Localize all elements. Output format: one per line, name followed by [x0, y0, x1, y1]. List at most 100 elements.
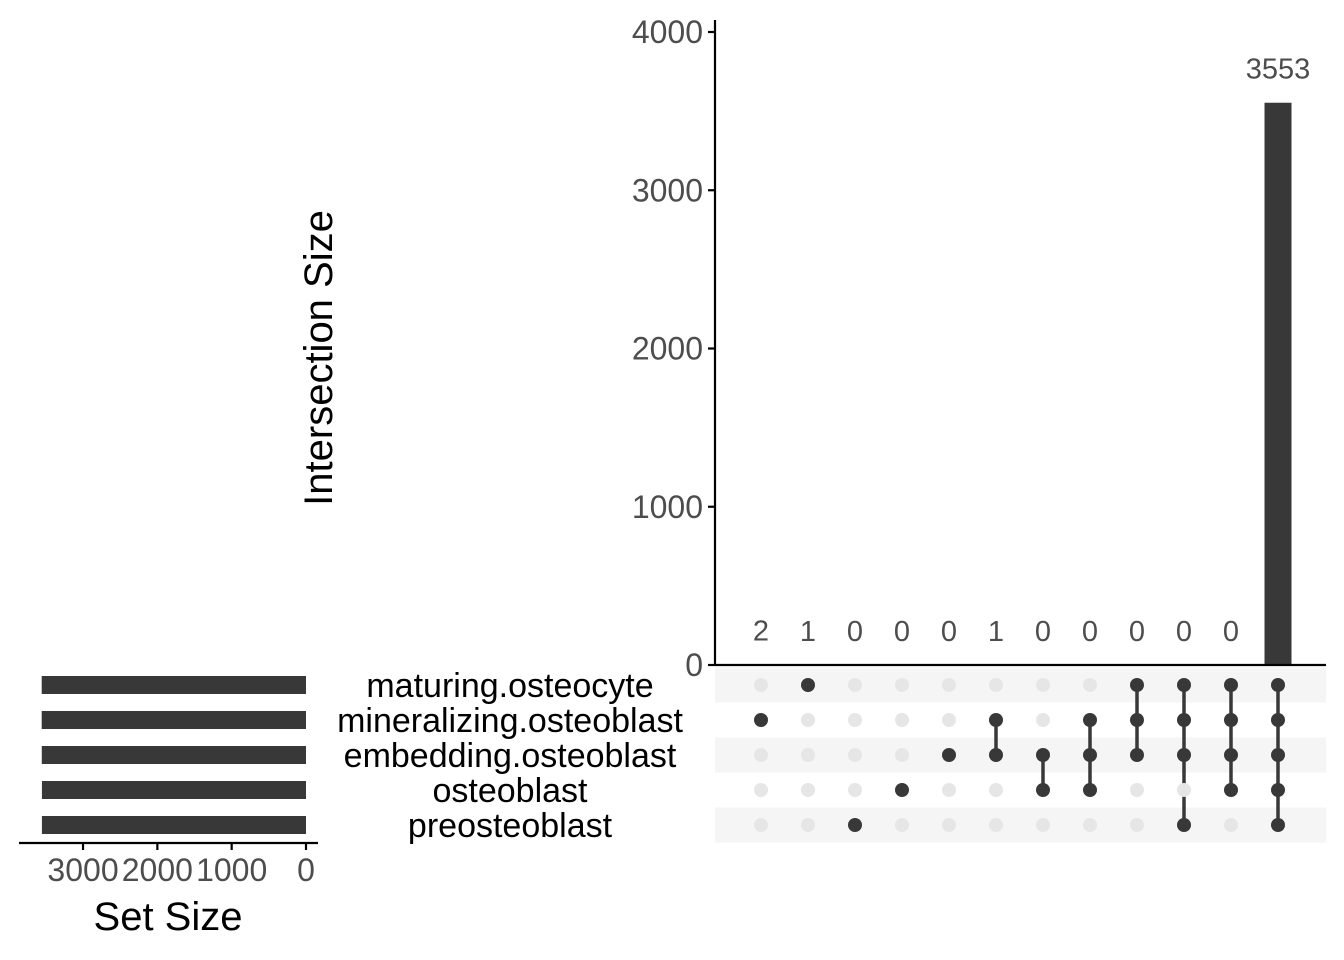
matrix-dot-active	[1083, 748, 1097, 762]
matrix-dot-active	[1036, 783, 1050, 797]
matrix-dot-inactive	[801, 783, 815, 797]
set-size-bar	[41, 781, 307, 799]
matrix-dot-active	[1083, 783, 1097, 797]
y-tick-label: 4000	[632, 14, 703, 50]
matrix-dot-active	[1177, 748, 1191, 762]
matrix-dot-active	[1130, 748, 1144, 762]
set-labels: maturing.osteocytemineralizing.osteoblas…	[337, 667, 683, 845]
set-size-bar	[41, 676, 307, 694]
set-label: osteoblast	[433, 772, 589, 810]
set-size-bar	[41, 816, 307, 834]
matrix-dots	[754, 678, 1285, 832]
matrix-dot-active	[895, 783, 909, 797]
matrix-dot-inactive	[848, 783, 862, 797]
y-tick-label: 1000	[632, 489, 703, 525]
matrix-dot-inactive	[754, 783, 768, 797]
set-size-axis: 3000 2000 1000 0	[19, 841, 318, 888]
matrix-dot-inactive	[801, 713, 815, 727]
matrix-dot-active	[801, 678, 815, 692]
set-label: maturing.osteocyte	[366, 667, 653, 705]
matrix-dot-active	[754, 713, 768, 727]
set-size-tick-label: 2000	[122, 852, 193, 888]
matrix-dot-active	[1130, 713, 1144, 727]
intersection-bar-label: 0	[1176, 616, 1192, 648]
matrix-dot-inactive	[1130, 818, 1144, 832]
matrix-dot-inactive	[848, 713, 862, 727]
matrix-dot-inactive	[1036, 678, 1050, 692]
intersection-bar-label: 3553	[1246, 54, 1311, 86]
matrix-dot-active	[848, 818, 862, 832]
matrix-dot-active	[1271, 783, 1285, 797]
matrix-dot-active	[1177, 713, 1191, 727]
matrix-dot-inactive	[848, 748, 862, 762]
matrix-dot-active	[1271, 818, 1285, 832]
matrix-dot-inactive	[754, 678, 768, 692]
set-size-bar	[41, 711, 307, 729]
matrix-dot-inactive	[942, 713, 956, 727]
intersection-bar-label: 0	[894, 616, 910, 648]
intersection-bar	[1264, 102, 1292, 666]
matrix-dot-active	[1271, 748, 1285, 762]
set-label: embedding.osteoblast	[344, 737, 677, 775]
matrix-dot-active	[1036, 748, 1050, 762]
intersection-size-axis-title: Intersection Size	[297, 210, 341, 506]
matrix-dot-inactive	[942, 818, 956, 832]
intersection-bar-label: 0	[1129, 616, 1145, 648]
matrix-dot-inactive	[895, 678, 909, 692]
matrix-dot-inactive	[754, 748, 768, 762]
intersection-bars	[747, 102, 1292, 666]
matrix-dot-inactive	[1036, 818, 1050, 832]
matrix-dot-inactive	[801, 818, 815, 832]
y-tick-label: 2000	[632, 331, 703, 367]
set-size-tick-label: 0	[297, 852, 315, 888]
matrix-dot-inactive	[989, 818, 1003, 832]
matrix-dot-active	[1177, 678, 1191, 692]
matrix-dot-inactive	[989, 783, 1003, 797]
set-label: preosteoblast	[408, 807, 613, 845]
matrix-dot-inactive	[895, 818, 909, 832]
matrix-dot-inactive	[1083, 678, 1097, 692]
set-size-bars	[41, 676, 307, 834]
matrix-dot-inactive	[801, 748, 815, 762]
matrix-dot-active	[1224, 713, 1238, 727]
matrix-dot-active	[989, 713, 1003, 727]
matrix-dot-active	[1271, 713, 1285, 727]
matrix-dot-inactive	[989, 678, 1003, 692]
matrix-dot-active	[1224, 678, 1238, 692]
set-size-bar	[41, 746, 306, 764]
matrix-dot-active	[1271, 678, 1285, 692]
intersection-bar-label: 2	[753, 616, 769, 648]
matrix-dot-inactive	[1130, 783, 1144, 797]
matrix-dot-inactive	[848, 678, 862, 692]
matrix-dot-inactive	[754, 818, 768, 832]
intersection-bar-label: 0	[1082, 616, 1098, 648]
matrix-dot-inactive	[1083, 818, 1097, 832]
matrix-dot-active	[1177, 818, 1191, 832]
matrix-dot-inactive	[895, 748, 909, 762]
matrix-dot-inactive	[1177, 783, 1191, 797]
intersection-bar-label: 1	[988, 616, 1004, 648]
matrix-dot-inactive	[942, 783, 956, 797]
intersection-bar-label: 0	[1223, 616, 1239, 648]
y-tick-label: 0	[685, 647, 703, 683]
matrix-dot-active	[942, 748, 956, 762]
set-size-tick-label: 3000	[47, 852, 118, 888]
matrix-dot-active	[1130, 678, 1144, 692]
matrix-dot-inactive	[1224, 818, 1238, 832]
intersection-bar-label: 0	[941, 616, 957, 648]
y-tick-label: 3000	[632, 172, 703, 208]
set-size-tick-label: 1000	[196, 852, 267, 888]
matrix-dot-inactive	[942, 678, 956, 692]
intersection-bar-label: 0	[847, 616, 863, 648]
matrix-dot-inactive	[1036, 713, 1050, 727]
matrix-dot-active	[1083, 713, 1097, 727]
matrix-dot-inactive	[895, 713, 909, 727]
set-label: mineralizing.osteoblast	[337, 702, 683, 740]
matrix-dot-active	[1224, 783, 1238, 797]
matrix-dot-active	[1224, 748, 1238, 762]
set-size-axis-title: Set Size	[94, 895, 243, 939]
intersection-bar-label: 1	[800, 616, 816, 648]
